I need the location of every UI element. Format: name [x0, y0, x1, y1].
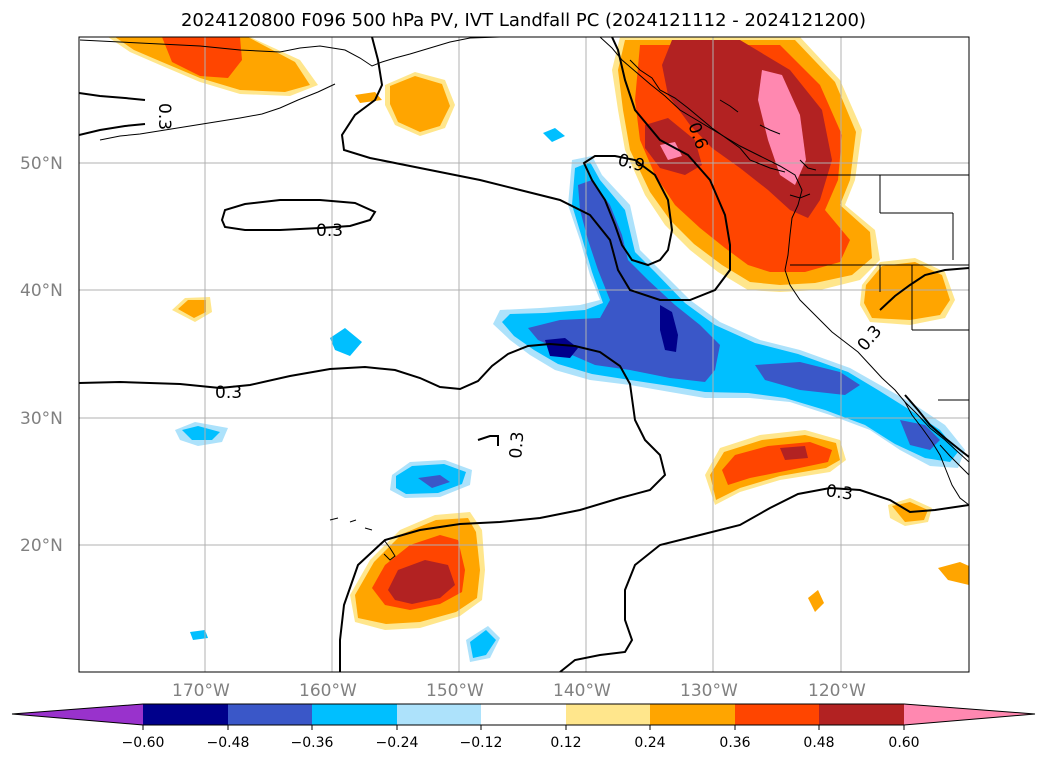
map-panel: 0.3 0.3 0.3 0.3 0.3 0.3 0.9 0.6	[79, 37, 969, 672]
colorbar-tick-labels: −0.60 −0.48 −0.36 −0.24 −0.12 0.12 0.24 …	[122, 735, 920, 751]
contour-label: 0.3	[316, 221, 343, 241]
colorbar-tick-label: 0.48	[803, 735, 834, 751]
aleutian-chain	[99, 83, 336, 141]
colorbar-bin	[312, 704, 397, 725]
colorbar-bin	[566, 704, 650, 725]
alaska-panhandle	[599, 37, 803, 271]
contour-upper-mid	[340, 37, 731, 301]
contour-label: 0.3	[215, 383, 242, 403]
subtrop-dark-red	[780, 446, 808, 460]
blue-band-darkest-2	[545, 338, 578, 358]
hawaii-dark-red	[388, 560, 455, 604]
colorbar-tick-label: −0.60	[122, 735, 165, 751]
colorbar-bin	[819, 704, 904, 725]
colorbar-tick-label: 0.36	[719, 735, 750, 751]
map-title: 2024120800 F096 500 hPa PV, IVT Landfall…	[180, 10, 867, 31]
pnw-pink	[758, 70, 806, 185]
colorbar-tick-label: −0.36	[291, 735, 334, 751]
colorbar-tick-label: 0.24	[634, 735, 665, 751]
goa-east-orange-mid	[390, 76, 450, 132]
mexico-coast	[939, 444, 969, 476]
colorbar-ticks	[142, 725, 905, 730]
lon-label-160: 160°W	[299, 681, 357, 701]
blue-patch-south-mid	[470, 630, 496, 658]
blue-band-east-dark	[755, 362, 860, 395]
warm-patch-west-mid	[178, 300, 206, 318]
lon-label-120: 120°W	[808, 681, 866, 701]
lat-label-50: 50°N	[20, 154, 63, 174]
colorbar-tick-label: 0.12	[550, 735, 581, 751]
colorbar-bin	[143, 704, 228, 725]
contour-baja	[904, 394, 969, 458]
contour-east-coast	[879, 267, 969, 311]
contour-mid-loop	[220, 199, 377, 231]
longitude-labels: 170°W 160°W 150°W 140°W 130°W 120°W	[172, 681, 866, 701]
contour-lower-right	[559, 486, 969, 672]
colorbar-tick-label: 0.60	[888, 735, 919, 751]
bc-islands	[629, 59, 786, 173]
contour-09	[582, 155, 674, 267]
contour-label: 0.3	[825, 481, 855, 505]
lat-label-40: 40°N	[20, 281, 63, 301]
contour-nw-short-2	[79, 123, 146, 136]
colorbar-pos-extend	[904, 704, 1035, 725]
colorbar-tick-label: −0.48	[207, 735, 250, 751]
colorbar-bin	[735, 704, 819, 725]
contour-low-wide	[79, 342, 667, 672]
goa-red	[162, 37, 242, 78]
blue-patch-hawaii-north-dark	[418, 475, 450, 488]
lon-label-170: 170°W	[172, 681, 230, 701]
alaska-coast	[79, 37, 501, 67]
colorbar-tick-label: −0.24	[376, 735, 419, 751]
contours	[79, 37, 969, 672]
contour-label: 0.3	[506, 431, 528, 460]
lon-label-140: 140°W	[553, 681, 611, 701]
colorbar-bin	[481, 704, 566, 725]
colorbar-tick-label: −0.12	[460, 735, 503, 751]
political-borders	[790, 174, 969, 401]
blue-sw-dark	[900, 420, 940, 450]
coastal-inlets	[719, 99, 817, 199]
hawaii-islands	[329, 517, 396, 561]
blue-band-darkest	[660, 305, 678, 352]
blue-patch-tiny-1	[543, 128, 565, 142]
latitude-labels: 50°N 40°N 30°N 20°N	[20, 154, 63, 556]
blue-patch-west	[330, 328, 362, 356]
colorbar-bin	[228, 704, 312, 725]
coastlines	[79, 37, 969, 561]
west-coast-us	[784, 269, 969, 463]
warm-patch-far-se	[938, 562, 969, 585]
colorbar: −0.60 −0.48 −0.36 −0.24 −0.12 0.12 0.24 …	[11, 703, 1036, 751]
baja-coast	[904, 401, 969, 506]
graticule	[79, 37, 969, 672]
map-frame	[78, 36, 970, 673]
lon-label-150: 150°W	[426, 681, 484, 701]
contour-label: 0.3	[154, 103, 174, 130]
colorbar-neg-extend	[12, 704, 143, 725]
contour-small-hook	[477, 435, 499, 446]
colorbar-bin	[397, 704, 481, 725]
colorbar-bin	[650, 704, 735, 725]
warm-patch-tiny	[808, 590, 824, 612]
lat-label-20: 20°N	[20, 536, 63, 556]
blue-patch-far-west-mid	[182, 426, 220, 440]
blue-patch-tiny-2	[190, 630, 208, 640]
lon-label-130: 130°W	[680, 681, 738, 701]
contour-nw-short	[79, 92, 146, 101]
lat-label-30: 30°N	[20, 409, 63, 429]
pnw-pink-small	[660, 142, 682, 160]
